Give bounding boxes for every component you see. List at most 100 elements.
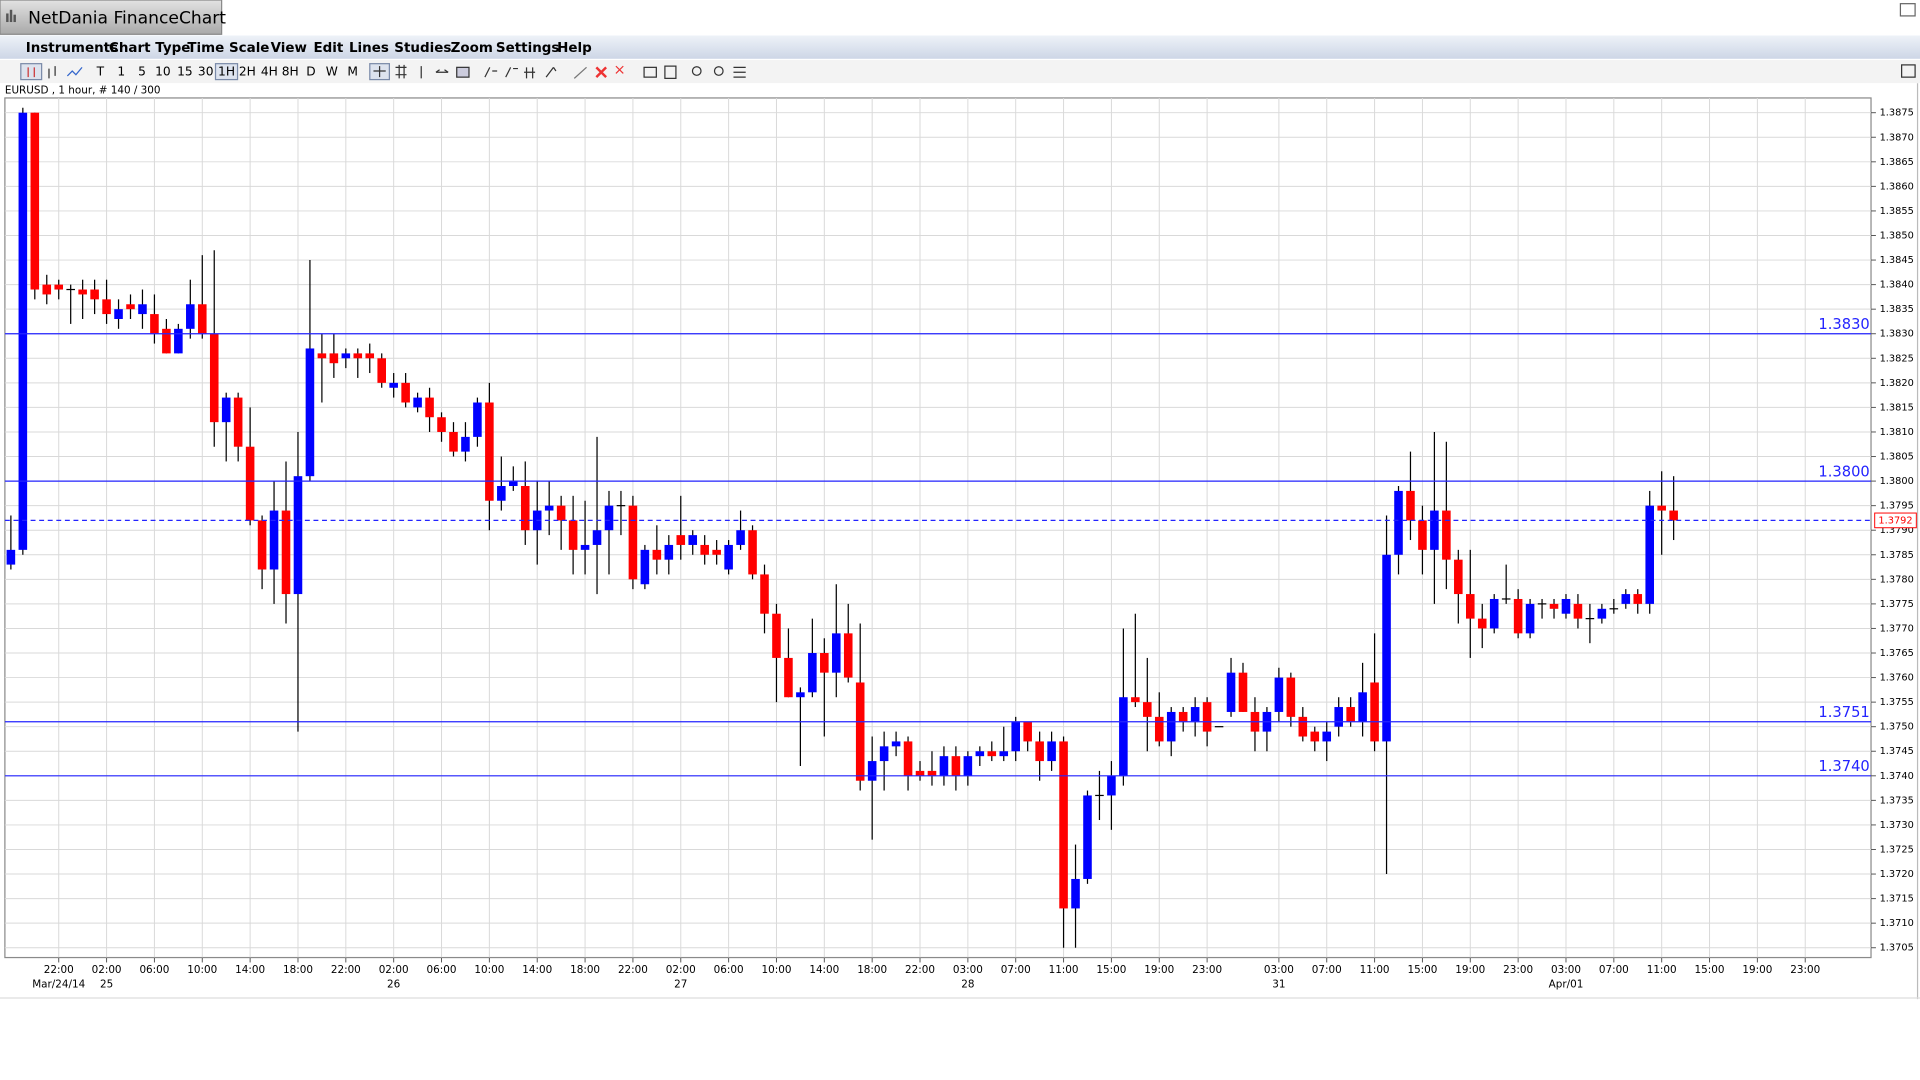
- tool-icon: [615, 65, 624, 74]
- tool-icon: [595, 66, 607, 79]
- tool-icon: [395, 64, 407, 79]
- y-tick-label: 1.3765: [1880, 648, 1914, 659]
- tool-icon: [691, 66, 702, 76]
- x-tick-label: 22:00: [905, 964, 935, 976]
- candle-body: [1477, 618, 1487, 629]
- chart-title: EURUSD , 1 hour, # 140 / 300: [5, 85, 161, 97]
- y-tick-label: 1.3730: [1880, 820, 1914, 831]
- candle-body: [855, 682, 865, 781]
- candle-body: [1549, 603, 1559, 609]
- tool-icon: [48, 66, 56, 79]
- menu-item[interactable]: Edit: [313, 41, 343, 56]
- y-tick-label: 1.3790: [1880, 525, 1914, 536]
- y-tick-label: 1.3840: [1880, 280, 1914, 291]
- x-tick-label: 18:00: [283, 964, 313, 976]
- tool-icon: [573, 66, 587, 79]
- tool-button[interactable]: T: [96, 65, 105, 79]
- candle-body: [772, 613, 781, 658]
- x-tick-label: 02:00: [379, 964, 409, 976]
- tool-button[interactable]: W: [326, 65, 338, 79]
- candle-body: [999, 751, 1009, 757]
- x-tick-label: 15:00: [1695, 964, 1725, 976]
- window-button[interactable]: [1899, 3, 1916, 17]
- tool-button[interactable]: 30: [198, 65, 214, 79]
- tool-icon[interactable]: [1901, 64, 1916, 78]
- last-price-label: 1.3792: [1878, 515, 1912, 526]
- tool-button[interactable]: 5: [138, 65, 146, 79]
- candle-body: [233, 397, 243, 447]
- tool-button[interactable]: 1H: [218, 65, 235, 79]
- candle-body: [485, 402, 494, 501]
- menu-item[interactable]: Instruments: [26, 41, 118, 56]
- x-date-label: Apr/01: [1549, 978, 1584, 990]
- x-tick-label: 14:00: [522, 964, 552, 976]
- tool-button-frame: [214, 63, 239, 81]
- candle-body: [652, 549, 662, 560]
- y-tick-label: 1.3835: [1880, 304, 1914, 315]
- menu-item[interactable]: Settings: [496, 41, 560, 56]
- y-tick-label: 1.3770: [1880, 623, 1914, 634]
- x-tick-label: 10:00: [761, 964, 791, 976]
- candle-body: [365, 353, 375, 359]
- x-tick-label: 23:00: [1790, 964, 1820, 976]
- app-icon: [6, 9, 16, 23]
- candle-body: [1597, 608, 1607, 619]
- x-tick-label: 22:00: [44, 964, 74, 976]
- candles: [6, 107, 1678, 948]
- candle-body: [90, 289, 99, 300]
- tool-button[interactable]: 15: [177, 65, 193, 79]
- x-tick-label: 22:00: [618, 964, 648, 976]
- candle-body: [843, 633, 853, 678]
- tool-button[interactable]: M: [347, 65, 358, 79]
- candle-body: [915, 770, 925, 776]
- x-tick-label: 14:00: [809, 964, 839, 976]
- tool-button[interactable]: 4H: [261, 65, 278, 79]
- tool-icon: [643, 66, 657, 78]
- candle-body: [281, 510, 291, 595]
- tool-icon: [456, 66, 470, 78]
- candle-body: [1657, 505, 1666, 511]
- candle-body: [114, 309, 123, 319]
- candle-body: [1358, 692, 1367, 722]
- candle-body: [712, 549, 721, 555]
- candle-body: [784, 657, 793, 698]
- x-tick-label: 02:00: [666, 964, 696, 976]
- candle-body: [413, 397, 422, 408]
- menu-item[interactable]: Chart Type: [109, 41, 190, 56]
- y-tick-label: 1.3850: [1880, 230, 1914, 241]
- level-label: 1.3740: [1818, 758, 1869, 775]
- menu-item[interactable]: Time Scale: [187, 41, 269, 56]
- candle-body: [162, 328, 171, 354]
- menu-item[interactable]: Zoom: [451, 41, 493, 56]
- tool-button[interactable]: [20, 63, 43, 81]
- y-tick-label: 1.3795: [1880, 501, 1914, 512]
- x-tick-label: 03:00: [953, 964, 983, 976]
- tool-button[interactable]: D: [306, 65, 315, 79]
- candle-body: [1370, 682, 1379, 742]
- candle-body: [1645, 505, 1655, 604]
- candle-body: [688, 535, 698, 545]
- tool-button[interactable]: 8H: [282, 65, 299, 79]
- candle-body: [987, 751, 997, 757]
- x-tick-label: 07:00: [1312, 964, 1342, 976]
- candle-body: [245, 446, 255, 521]
- x-tick-label: 15:00: [1407, 964, 1437, 976]
- x-tick-label: 11:00: [1360, 964, 1390, 976]
- tool-button[interactable]: 1: [117, 65, 125, 79]
- y-tick-label: 1.3750: [1880, 722, 1914, 733]
- candle-body: [1047, 741, 1056, 762]
- menu-item[interactable]: Help: [557, 41, 592, 56]
- menu-item[interactable]: Studies: [394, 41, 451, 56]
- x-date-label: 25: [100, 978, 113, 990]
- menu-item[interactable]: View: [271, 41, 307, 56]
- candle-body: [628, 505, 638, 580]
- x-date-label: 26: [387, 978, 400, 990]
- tool-button[interactable]: 10: [155, 65, 171, 79]
- candle-body: [341, 353, 351, 359]
- tool-button[interactable]: 2H: [239, 65, 256, 79]
- menu-item[interactable]: Lines: [349, 41, 389, 56]
- candle-body: [30, 112, 40, 290]
- title-tab: [0, 0, 223, 35]
- candle-body: [1561, 598, 1571, 614]
